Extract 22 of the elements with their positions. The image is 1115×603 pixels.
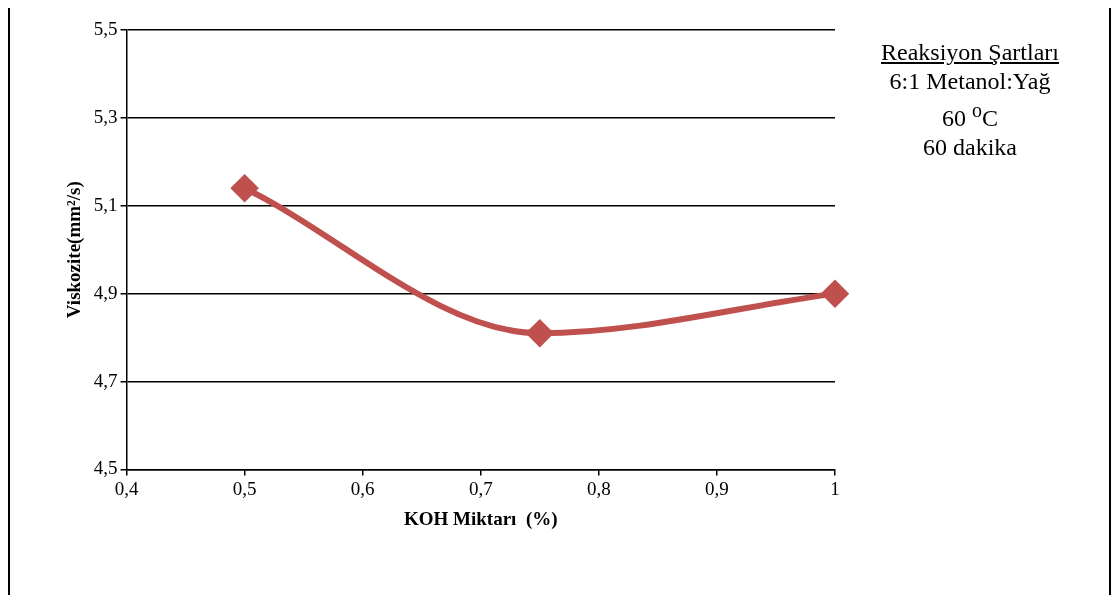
text: 60 dakika [922, 133, 1018, 162]
point [231, 175, 258, 202]
point [526, 320, 553, 347]
text: 60 $^{o}$C [941, 98, 999, 133]
y-tick-label: 4,5 [93, 457, 118, 479]
y-tick-label: 4,9 [93, 281, 118, 303]
x-tick-label: 0,7 [468, 477, 493, 499]
x-axis-title: KOH Miktarı (%) [403, 507, 558, 530]
x-tick-label: 0,9 [705, 477, 729, 499]
y-tick-label: 5,1 [93, 193, 118, 215]
y-tick-label: 5,3 [93, 105, 118, 127]
x-tick-label: 0,4 [114, 477, 139, 499]
x-tick-label: 1 [830, 477, 840, 499]
x-tick-label: 0,8 [586, 477, 611, 499]
point [822, 280, 848, 307]
y-tick-label: 5,5 [93, 17, 118, 39]
text: Reaksiyon Şartları [880, 38, 1060, 67]
x-tick-label: 0,6 [350, 477, 375, 499]
y-tick-label: 4,7 [93, 369, 118, 391]
x-tick-label: 0,5 [232, 477, 257, 499]
text: 6:1 Metanol:Yağ [888, 67, 1052, 96]
y-axis-title: Viskozite(mm²/s) [63, 181, 86, 319]
